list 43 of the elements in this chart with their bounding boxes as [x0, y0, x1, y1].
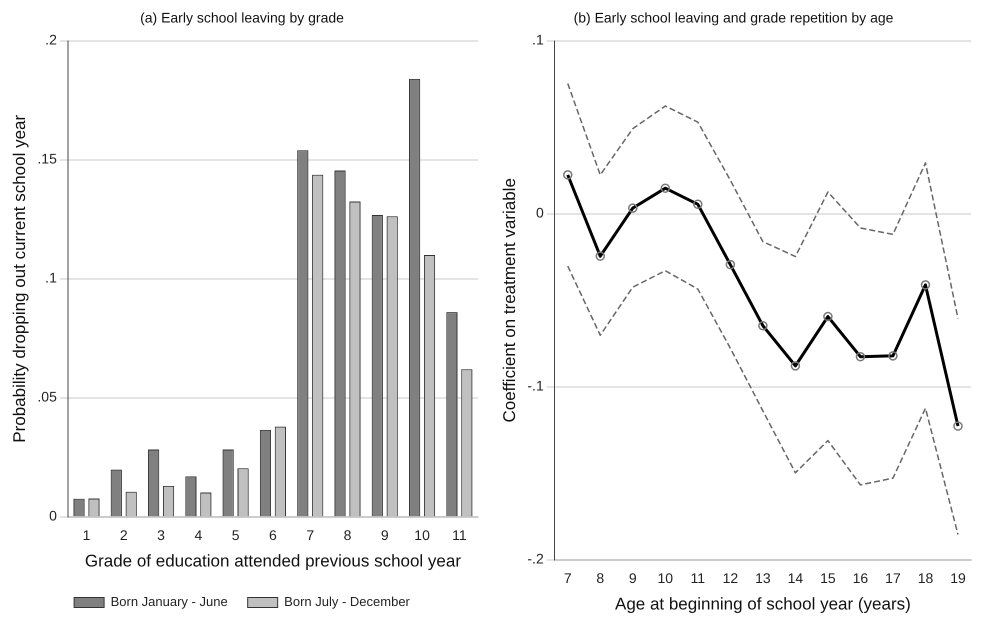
- x-tick-label: 15: [820, 570, 836, 586]
- x-tick-label: 11: [690, 570, 706, 586]
- line-series: [566, 82, 959, 320]
- x-tick-label: 1: [82, 527, 91, 544]
- chart-title: (a) Early school leaving by grade: [140, 9, 344, 26]
- x-tick-label: 16: [852, 570, 868, 586]
- x-tick-label: 3: [157, 527, 166, 544]
- x-tick-label: 11: [452, 527, 467, 544]
- x-tick-label: 6: [269, 527, 278, 544]
- y-tick-label: .2: [45, 32, 58, 48]
- y-axis-title: Coefficient on treatment variable: [500, 178, 519, 423]
- x-tick-label: 4: [194, 527, 202, 544]
- y-tick-label: .1: [532, 32, 544, 48]
- x-tick-label: 19: [950, 570, 966, 586]
- x-tick-label: 8: [344, 527, 352, 544]
- y-tick-label: .1: [45, 270, 58, 286]
- legend-label: Born July - December: [284, 594, 411, 610]
- x-tick-label: 12: [722, 570, 738, 586]
- y-tick-label: .15: [37, 150, 58, 167]
- y-axis-title: Probability dropping out current school year: [10, 114, 29, 443]
- y-tick-label: -.2: [527, 550, 544, 567]
- legend-label: Born January - June: [110, 594, 228, 610]
- x-tick-label: 13: [755, 570, 771, 586]
- y-tick-label: .05: [37, 388, 58, 405]
- x-tick-label: 7: [306, 527, 314, 544]
- y-tick-label: 0: [49, 508, 58, 524]
- x-tick-label: 8: [596, 570, 604, 586]
- x-tick-label: 2: [120, 527, 128, 544]
- x-axis-title: Age at beginning of school year (years): [614, 594, 911, 614]
- y-tick-label: 0: [536, 204, 544, 221]
- chart-title: (b) Early school leaving and grade repetition by age: [574, 9, 894, 26]
- x-tick-label: 5: [232, 527, 240, 544]
- line-series: [566, 265, 959, 536]
- x-tick-label: 7: [564, 570, 572, 586]
- x-tick-label: 10: [658, 570, 674, 586]
- x-tick-label: 17: [885, 570, 901, 586]
- y-tick-label: -.1: [527, 378, 544, 394]
- x-tick-label: 9: [380, 527, 389, 544]
- x-tick-label: 14: [788, 570, 804, 586]
- x-tick-label: 9: [628, 570, 637, 586]
- x-axis-title: Grade of education attended previous school year: [84, 551, 462, 570]
- x-tick-label: 10: [414, 527, 430, 544]
- x-tick-label: 18: [918, 570, 934, 586]
